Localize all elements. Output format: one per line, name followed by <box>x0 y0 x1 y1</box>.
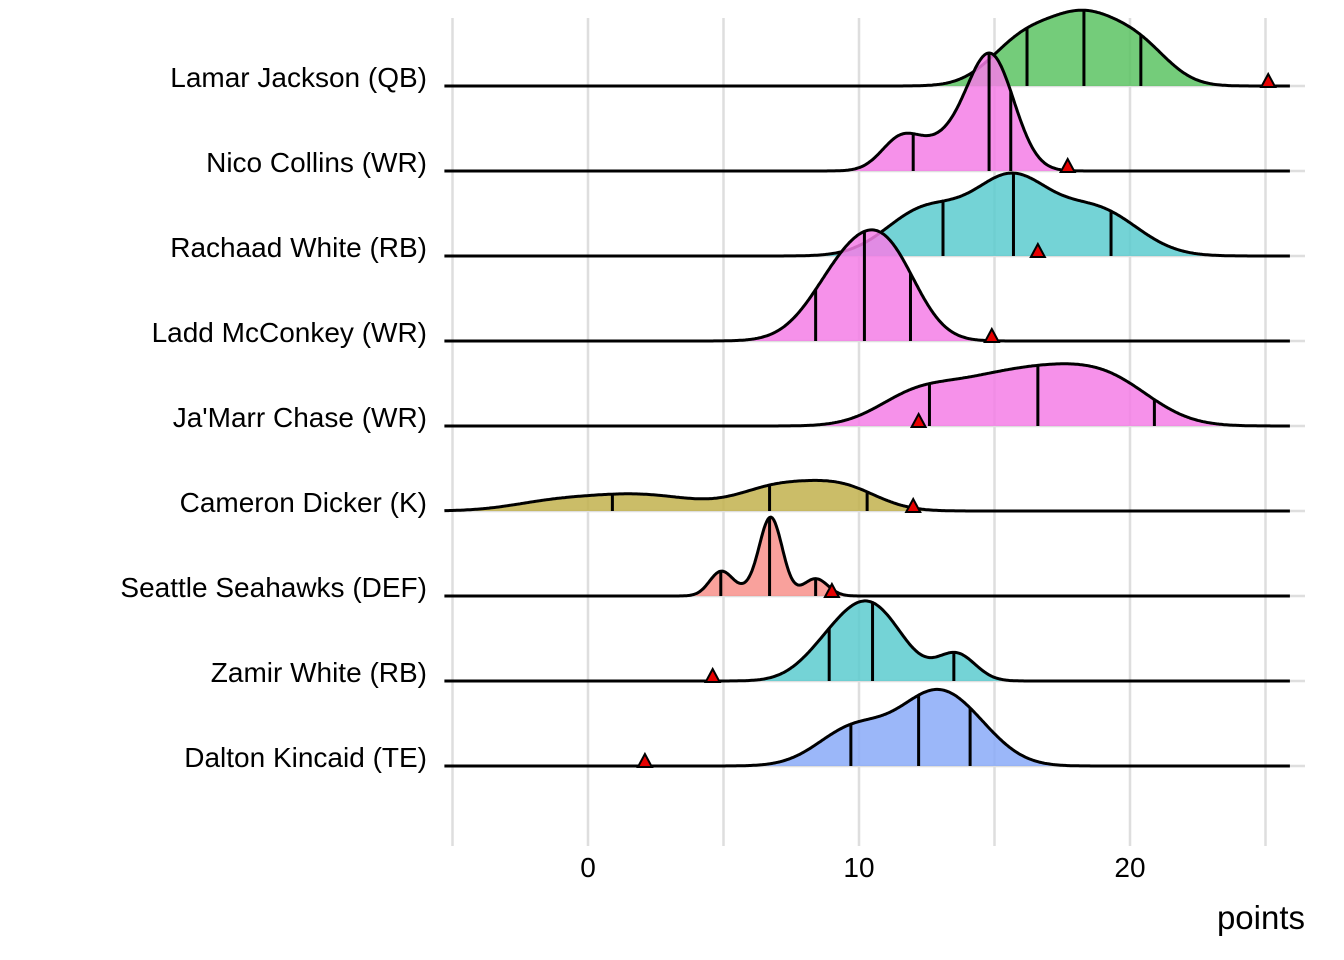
ridge-series <box>444 51 1305 173</box>
y-axis-labels: Lamar Jackson (QB) Nico Collins (WR) Racha… <box>120 62 427 773</box>
actual-score-marker <box>1058 156 1077 173</box>
ridge-series <box>444 362 1305 428</box>
x-tick-label: 10 <box>843 852 874 883</box>
density-outline <box>444 362 1290 428</box>
density-outline <box>444 8 1290 88</box>
x-axis-ticks: 0 10 20 <box>580 852 1145 883</box>
density-area <box>444 600 1290 681</box>
density-area <box>444 229 1290 341</box>
ridge-series <box>444 515 1305 598</box>
density-outline <box>444 687 1290 768</box>
actual-score-marker <box>1029 241 1047 258</box>
density-area <box>444 10 1290 87</box>
density-outline <box>444 228 1290 343</box>
ridge-series <box>444 228 1305 343</box>
y-axis-label: Lamar Jackson (QB) <box>170 62 427 93</box>
y-axis-label: Ja'Marr Chase (WR) <box>173 402 427 433</box>
density-outline <box>444 478 1290 513</box>
density-area <box>444 517 1290 596</box>
y-axis-label: Rachaad White (RB) <box>170 232 427 263</box>
actual-score-marker <box>983 326 1001 343</box>
actual-score-marker <box>909 411 928 428</box>
ridge-series <box>444 478 1305 513</box>
ridge-series <box>444 687 1305 768</box>
actual-score-marker <box>1259 71 1277 88</box>
density-outline <box>444 599 1290 683</box>
ridge-series <box>444 599 1305 683</box>
density-area <box>444 363 1290 426</box>
density-area <box>444 173 1290 256</box>
actual-score-marker <box>823 581 841 598</box>
density-outline <box>444 51 1290 173</box>
density-area <box>444 689 1290 766</box>
actual-score-marker <box>636 751 654 768</box>
y-axis-label: Zamir White (RB) <box>211 657 427 688</box>
x-tick-label: 0 <box>580 852 596 883</box>
y-axis-label: Ladd McConkey (WR) <box>152 317 427 348</box>
density-outline <box>444 515 1290 598</box>
x-axis-title: points <box>1217 899 1305 936</box>
x-tick-label: 20 <box>1114 852 1145 883</box>
y-axis-label: Cameron Dicker (K) <box>180 487 427 518</box>
actual-score-marker <box>703 666 722 683</box>
actual-score-marker <box>904 496 922 513</box>
ridge-series <box>444 8 1305 88</box>
y-axis-label: Nico Collins (WR) <box>206 147 427 178</box>
y-axis-label: Seattle Seahawks (DEF) <box>120 572 427 603</box>
ridge-layer <box>444 8 1305 768</box>
y-axis-label: Dalton Kincaid (TE) <box>184 742 427 773</box>
